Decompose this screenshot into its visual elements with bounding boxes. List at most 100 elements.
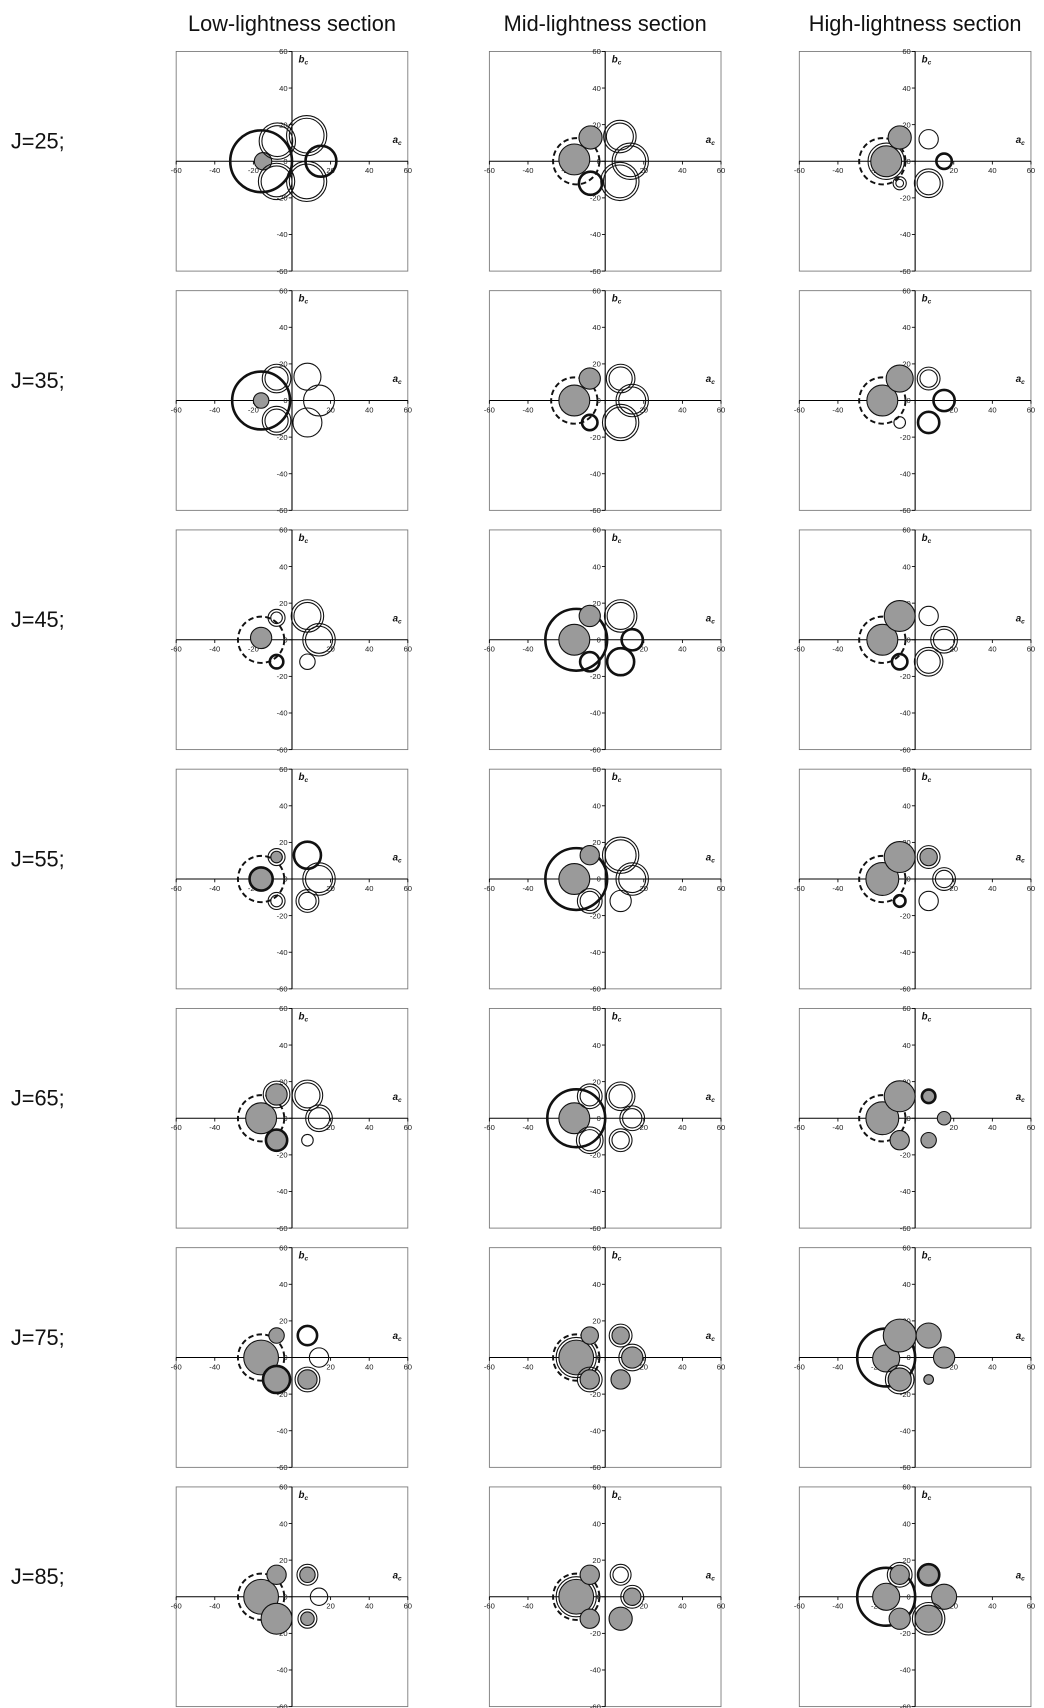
bubble-ring bbox=[302, 862, 336, 896]
column-title: High-lightness section bbox=[809, 11, 1022, 36]
bubble-ring bbox=[575, 1126, 604, 1155]
y-tick-label: 0 bbox=[597, 635, 601, 644]
bubble-ring bbox=[930, 625, 958, 654]
y-axis-label: bc bbox=[299, 54, 309, 66]
x-axis-label-main: a bbox=[393, 374, 399, 385]
x-axis-label: ac bbox=[706, 613, 715, 625]
y-tick-label: -20 bbox=[900, 433, 911, 442]
bubble bbox=[264, 366, 289, 391]
bubble bbox=[865, 1101, 900, 1136]
y-axis-label-sub: c bbox=[928, 59, 932, 66]
x-axis-label-main: a bbox=[393, 613, 399, 624]
y-tick-label: 0 bbox=[283, 1592, 287, 1601]
bubble bbox=[264, 1128, 289, 1153]
x-tick-label: -40 bbox=[832, 645, 843, 654]
x-tick-label: 40 bbox=[365, 884, 373, 893]
x-axis-label-sub: c bbox=[711, 618, 715, 625]
bubble bbox=[243, 1339, 280, 1376]
y-tick-label: -20 bbox=[900, 672, 911, 681]
bubble-ring bbox=[302, 622, 336, 657]
x-tick-label: 20 bbox=[326, 1602, 334, 1611]
bubble bbox=[578, 650, 601, 673]
y-tick-label: 0 bbox=[283, 1353, 287, 1362]
y-tick-label: -40 bbox=[900, 1426, 911, 1435]
y-tick-label: -40 bbox=[277, 469, 288, 478]
bubble bbox=[609, 889, 632, 913]
bubble bbox=[932, 1346, 956, 1369]
bubble-ring bbox=[576, 888, 603, 914]
y-tick-label: 20 bbox=[279, 599, 287, 608]
bubble bbox=[292, 407, 323, 438]
y-axis-label: bc bbox=[299, 1251, 309, 1263]
y-tick-label: 40 bbox=[279, 84, 287, 93]
x-axis-label-sub: c bbox=[711, 1575, 715, 1582]
y-tick-label: 60 bbox=[592, 47, 600, 56]
bubble bbox=[618, 386, 647, 415]
bubble bbox=[608, 1084, 633, 1109]
x-tick-label: 60 bbox=[717, 166, 725, 175]
bubble bbox=[308, 1347, 330, 1368]
x-tick-label: -40 bbox=[209, 645, 220, 654]
x-tick-label: -60 bbox=[794, 645, 805, 654]
y-tick-label: -40 bbox=[277, 709, 288, 718]
bubble bbox=[577, 170, 604, 197]
x-tick-label: -40 bbox=[209, 884, 220, 893]
bubble bbox=[265, 1083, 288, 1106]
x-axis-label-main: a bbox=[393, 135, 399, 146]
x-axis-label-main: a bbox=[1016, 853, 1022, 864]
x-axis-label-main: a bbox=[393, 1570, 399, 1581]
x-axis-label-sub: c bbox=[1021, 140, 1025, 147]
bubble-ring bbox=[290, 599, 325, 633]
x-tick-label: -60 bbox=[171, 884, 182, 893]
bubble-ring bbox=[916, 845, 941, 869]
y-axis-label-main: b bbox=[612, 294, 618, 305]
x-tick-label: 20 bbox=[326, 1362, 334, 1371]
bubble bbox=[552, 137, 601, 186]
x-tick-label: 60 bbox=[1027, 1602, 1035, 1611]
x-axis-label-main: a bbox=[706, 1331, 712, 1342]
x-tick-label: 60 bbox=[717, 1602, 725, 1611]
y-axis-label-main: b bbox=[612, 54, 618, 65]
bubble bbox=[578, 367, 601, 390]
bubble bbox=[608, 1606, 633, 1631]
x-tick-label: 60 bbox=[404, 884, 412, 893]
bubble bbox=[889, 1564, 910, 1585]
bubble-ring bbox=[291, 1079, 324, 1112]
x-tick-label: 20 bbox=[326, 645, 334, 654]
y-axis-label: bc bbox=[299, 772, 309, 784]
bubble bbox=[920, 1131, 937, 1149]
x-tick-label: 20 bbox=[950, 166, 958, 175]
x-axis-label: ac bbox=[706, 853, 715, 865]
x-tick-label: 40 bbox=[988, 645, 996, 654]
bubble bbox=[614, 145, 647, 178]
x-tick-label: -60 bbox=[484, 1123, 495, 1132]
bubble-ring bbox=[608, 1323, 633, 1348]
bubble-ring bbox=[262, 1080, 291, 1109]
x-axis-label: ac bbox=[1016, 1092, 1025, 1104]
y-tick-label: -40 bbox=[277, 948, 288, 957]
bubble bbox=[236, 1094, 286, 1143]
y-tick-label: -60 bbox=[277, 1702, 288, 1708]
y-tick-label: -20 bbox=[277, 672, 288, 681]
x-axis-label-main: a bbox=[706, 1570, 712, 1581]
bubble bbox=[930, 1583, 958, 1610]
y-tick-label: -40 bbox=[590, 709, 601, 718]
y-tick-label: -60 bbox=[900, 985, 911, 994]
bubble bbox=[610, 1369, 631, 1390]
y-axis-label-main: b bbox=[299, 54, 305, 65]
bubble bbox=[932, 628, 956, 651]
y-tick-label: -20 bbox=[900, 1151, 911, 1160]
x-axis-label: ac bbox=[1016, 1570, 1025, 1582]
y-tick-label: 60 bbox=[592, 1483, 600, 1492]
bubble bbox=[605, 646, 636, 677]
x-axis-label: ac bbox=[393, 853, 402, 865]
y-tick-label: -60 bbox=[900, 1224, 911, 1233]
x-axis-label-sub: c bbox=[1021, 618, 1025, 625]
bubble-ring bbox=[257, 162, 296, 201]
x-tick-label: 40 bbox=[365, 1362, 373, 1371]
bubble bbox=[252, 392, 270, 409]
